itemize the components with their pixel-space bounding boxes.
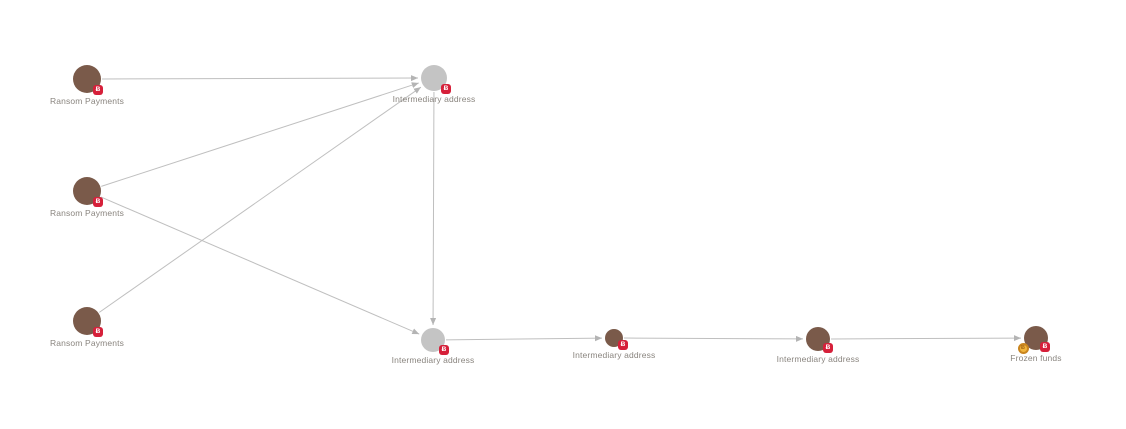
flag-badge-icon: Ƀ — [1040, 342, 1050, 352]
flag-badge-icon: Ƀ — [441, 84, 451, 94]
flag-badge-icon: Ƀ — [823, 343, 833, 353]
flag-badge-icon: Ƀ — [93, 85, 103, 95]
flag-badge-icon: Ƀ — [93, 327, 103, 337]
edge-intermediary-4-to-frozen-funds[interactable] — [830, 335, 1022, 342]
edge-ransom-2-to-intermediary-1[interactable] — [101, 82, 419, 187]
edge-intermediary-2-to-intermediary-3[interactable] — [445, 335, 603, 342]
edge-intermediary-3-to-intermediary-4[interactable] — [623, 335, 804, 342]
flag-badge-icon: Ƀ — [618, 340, 628, 350]
bitcoin-coin-icon: Ƀ — [1017, 342, 1029, 354]
edge-intermediary-1-to-intermediary-2[interactable] — [430, 91, 437, 326]
flag-badge-icon: Ƀ — [93, 197, 103, 207]
flag-badge-icon: Ƀ — [439, 345, 449, 355]
edge-ransom-3-to-intermediary-1[interactable] — [99, 86, 422, 313]
edge-ransom-1-to-intermediary-1[interactable] — [101, 75, 419, 82]
edge-ransom-2-to-intermediary-2[interactable] — [100, 196, 420, 335]
